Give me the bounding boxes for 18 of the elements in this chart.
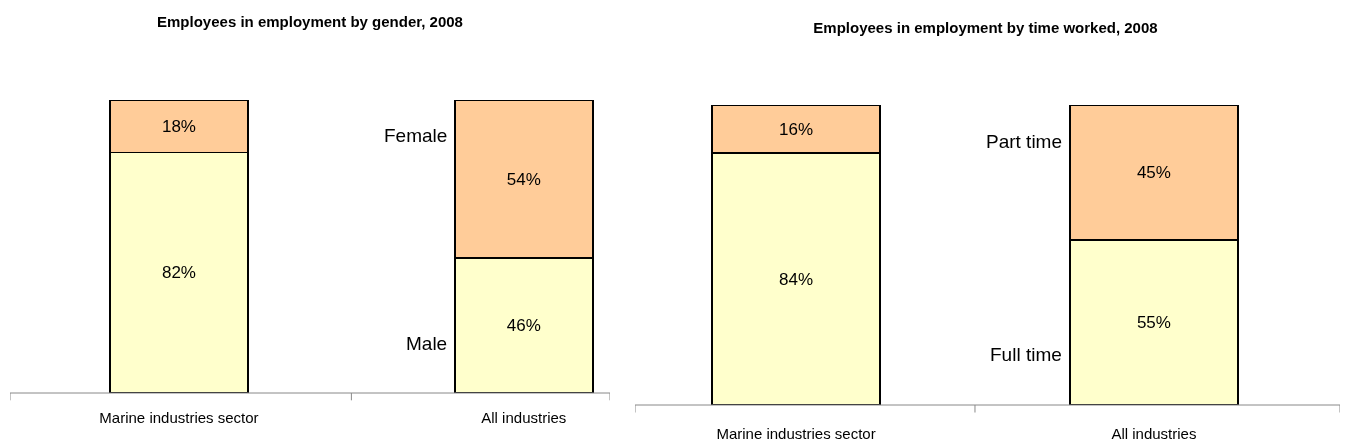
series-label: Full time [990, 344, 1062, 365]
data-label: 46% [506, 316, 541, 336]
data-label: 54% [506, 169, 541, 189]
data-label: 45% [1136, 163, 1171, 182]
data-label: 84% [779, 269, 814, 289]
x-tick-label: Marine industries sector [716, 425, 876, 442]
chart-title: Employees in employment by gender, 2008 [157, 13, 463, 31]
data-label: 82% [161, 263, 196, 283]
x-tick-label: All industries [1111, 425, 1197, 442]
data-label: 16% [779, 119, 814, 139]
series-label: Part time [986, 131, 1063, 152]
series-label: Female [384, 125, 448, 146]
x-tick-label: Marine industries sector [99, 409, 259, 426]
chart-title: Employees in employment by time worked, 2008 [813, 19, 1158, 37]
series-label: Male [406, 333, 448, 354]
x-tick-label: All industries [481, 409, 567, 426]
data-label: 55% [1136, 313, 1171, 332]
data-label: 18% [161, 116, 196, 136]
